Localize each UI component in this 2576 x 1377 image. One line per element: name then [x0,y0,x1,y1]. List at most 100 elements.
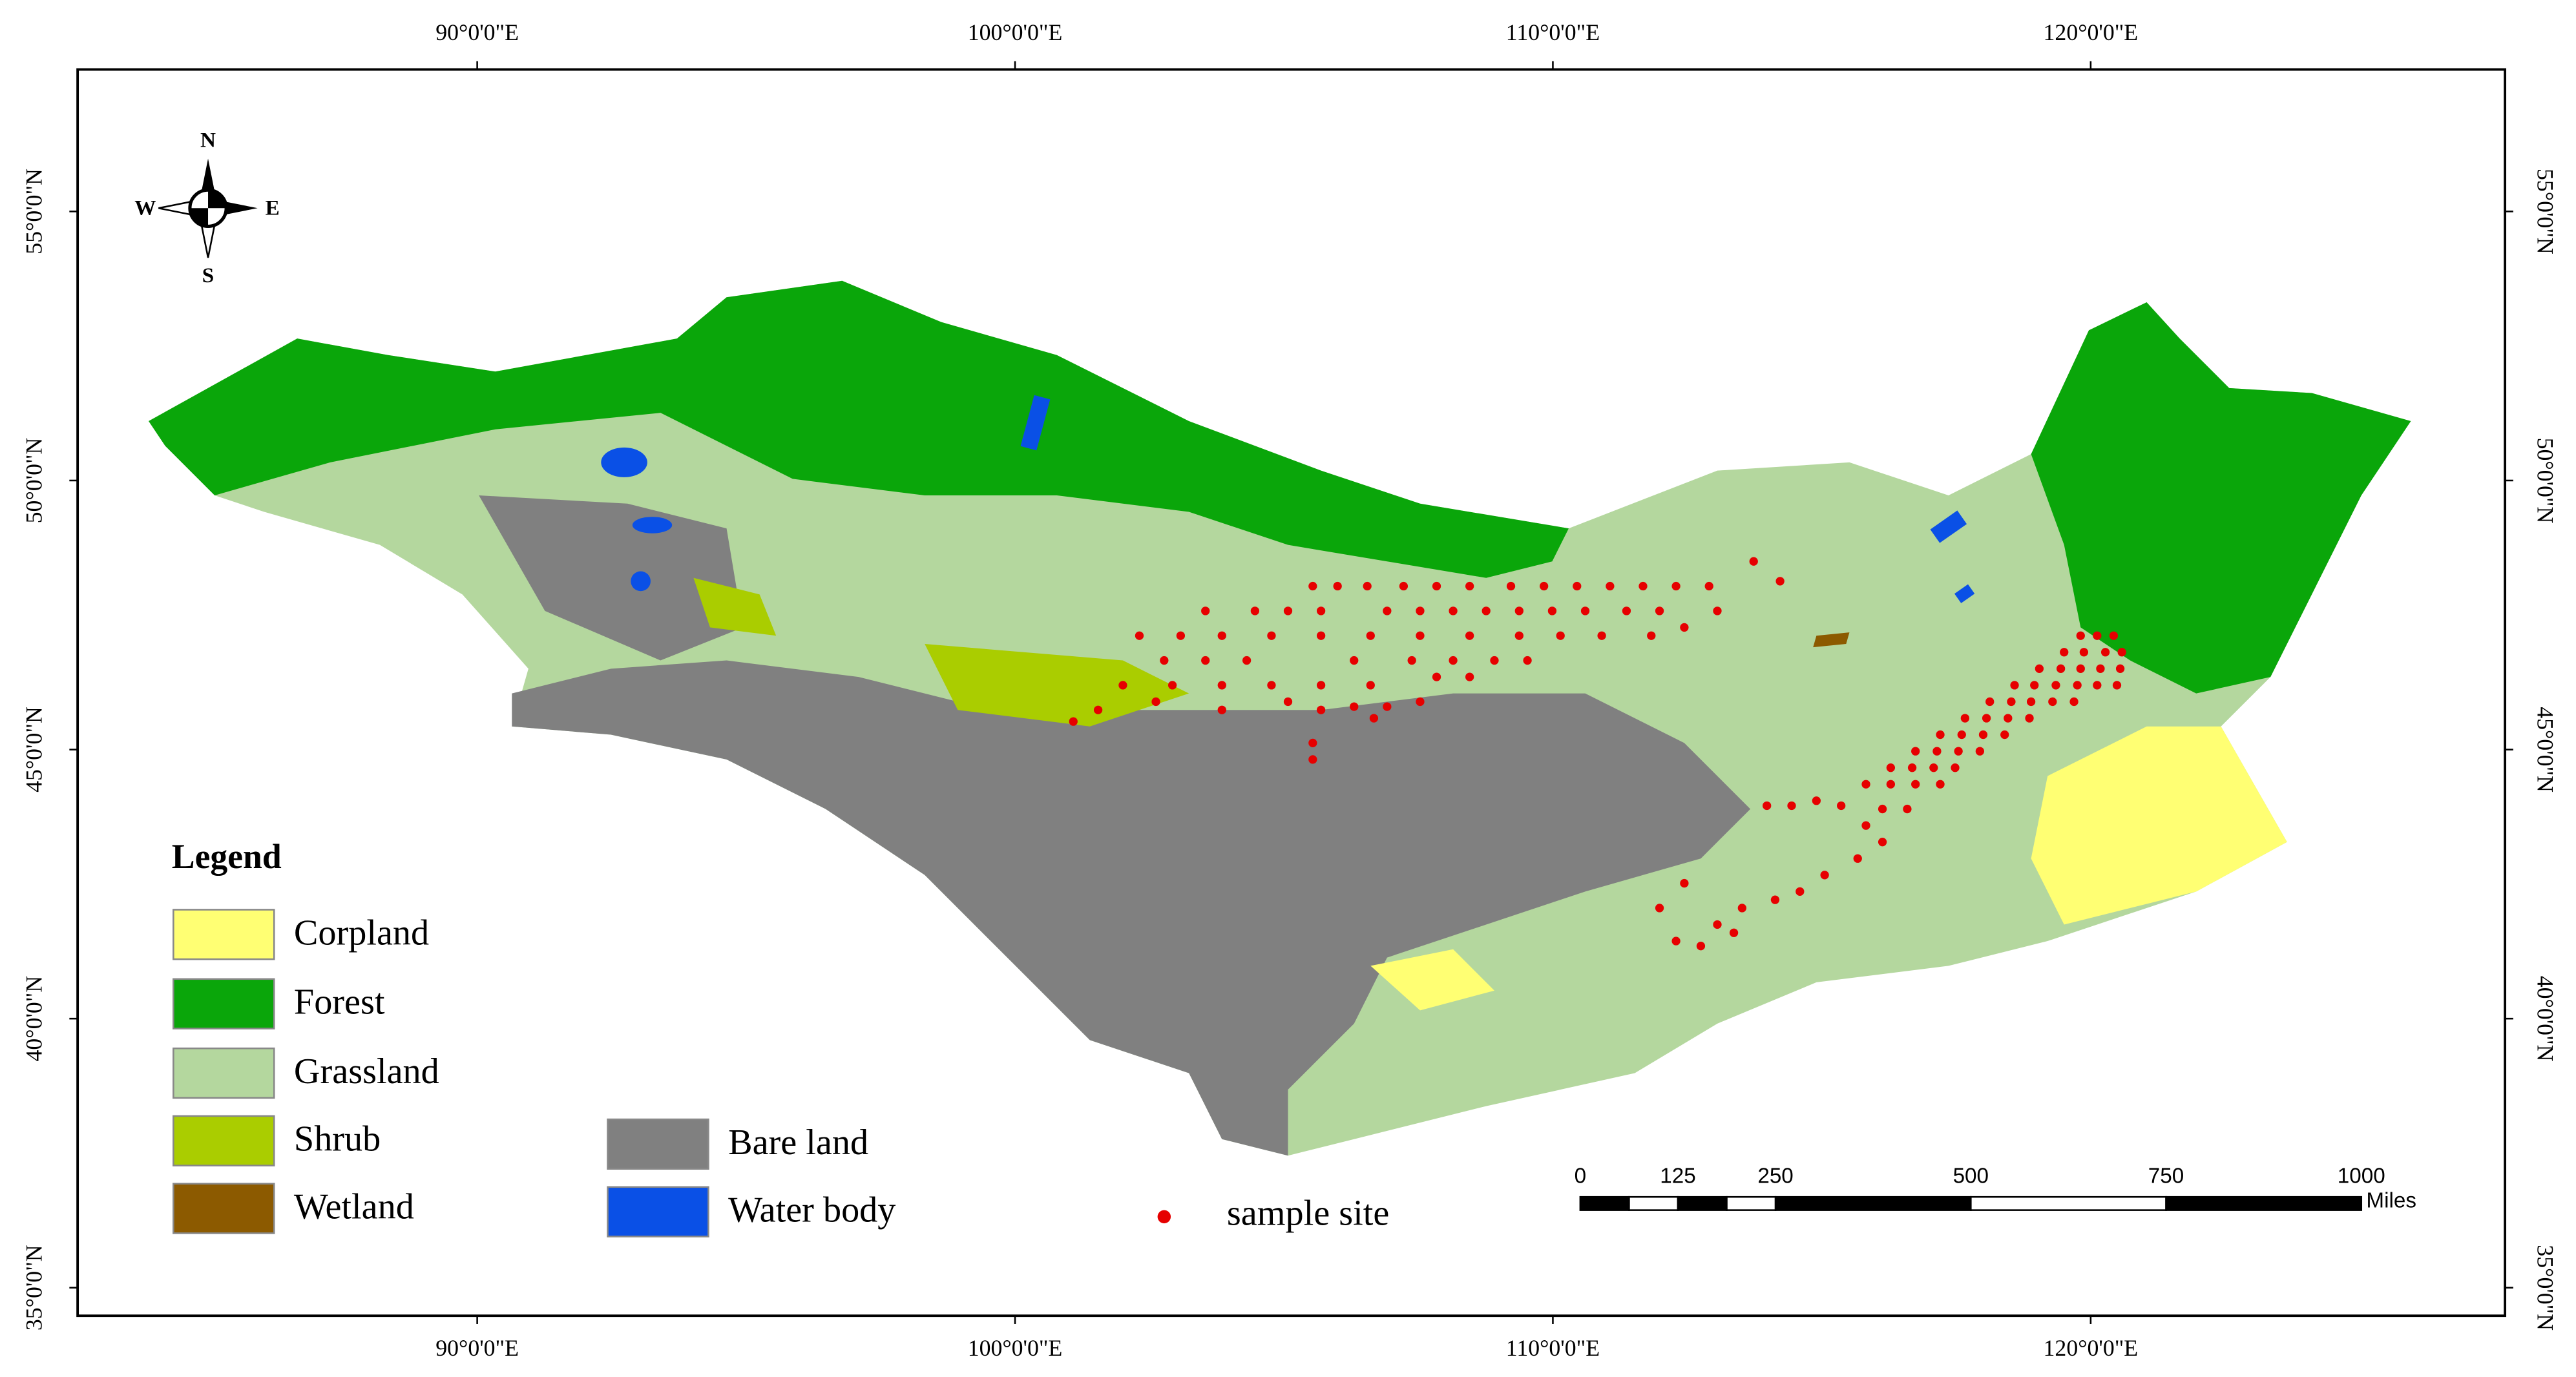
sample-site [1432,581,1441,591]
longitude-label: 90°0'0"E [435,19,519,45]
sample-site [1316,631,1326,640]
sample-site [1283,697,1293,707]
legend-label: Water body [728,1190,895,1230]
sample-site [1217,631,1226,640]
sample-site [1416,606,1425,616]
sample-site [1929,763,1938,772]
sample-site [1449,656,1458,665]
sample-site [1911,780,1920,789]
legend-swatch [173,1115,275,1166]
land-cover-patch [601,447,647,477]
sample-site [1316,705,1326,714]
sample-site [1580,606,1590,616]
sample-site [1267,681,1276,690]
sample-site [1886,780,1896,789]
sample-site [2079,648,2089,657]
scale-label: 750 [2148,1164,2184,1188]
sample-site [1960,714,1970,723]
sample-site [1775,577,1785,586]
sample-site [1547,606,1557,616]
land-cover-patch [479,495,744,661]
scale-label: 125 [1660,1164,1695,1188]
sample-site [1316,606,1326,616]
land-cover-patch [1020,395,1051,451]
sample-site [1333,581,1342,591]
sample-site [1217,681,1226,690]
sample-site [1671,937,1681,946]
sample-site [1168,681,1177,690]
land-cover-patch [1954,584,1975,603]
sample-site [1936,780,1945,789]
longitude-label: 100°0'0"E [968,1335,1063,1361]
land-cover-patch [2031,726,2287,925]
sample-site [1655,606,1664,616]
land-cover-patch [631,571,651,592]
sample-site [2117,648,2126,657]
sample-site [2035,664,2044,673]
longitude-label: 110°0'0"E [1506,19,1600,45]
latitude-label: 40°0'0"N [2533,976,2559,1062]
sample-site [1978,730,1988,740]
sample-site [1093,705,1103,714]
land-cover-patch [1930,510,1967,543]
latitude-label: 50°0'0"N [21,437,47,523]
sample-site [1597,631,1606,640]
sample-site [1432,672,1441,681]
latitude-label: 50°0'0"N [2533,438,2559,524]
sample-site [1837,801,1846,811]
sample-site [2100,648,2110,657]
sample-site [1449,606,1458,616]
sample-site [1622,606,1631,616]
sample-site [2073,681,2082,690]
land-cover-patch [512,660,1751,1156]
sample-site [1878,804,1887,814]
scale-label: 250 [1757,1164,1793,1188]
sample-site [1639,581,1648,591]
sample-sites [1069,557,2126,951]
sample-site [1737,904,1746,913]
sample-site [1383,702,1392,711]
sample-site [2056,664,2066,673]
scale-label: 0 [1575,1164,1586,1188]
legend-label: sample site [1227,1194,1389,1234]
sample-site [2076,664,2085,673]
sample-site [1308,738,1317,747]
sample-site [1886,763,1896,772]
scale-unit: Miles [2366,1189,2416,1213]
sample-site [2051,681,2060,690]
sample-site [1069,717,1078,726]
sample-site [1160,656,1169,665]
longitude-label: 120°0'0"E [2044,19,2139,45]
sample-site [1201,606,1210,616]
sample-site [1506,581,1516,591]
sample-site [1573,581,1582,591]
sample-site [2026,697,2036,707]
scale-segment [1726,1196,1777,1211]
sample-site [2093,681,2102,690]
legend-swatch [173,1047,275,1099]
land-cover-patch [1813,632,1850,648]
sample-site [2007,697,2016,707]
compass-s: S [202,264,214,287]
sample-site [1250,606,1260,616]
sample-site [1490,656,1499,665]
sample-site [1539,581,1549,591]
land-cover-patch [693,577,777,636]
sample-site [1853,854,1862,863]
sample-site [1151,697,1160,707]
sample-site [1713,606,1722,616]
sample-site [1556,631,1565,640]
sample-site [1911,747,1920,756]
sample-site [1936,730,1945,740]
land-cover-patch [632,517,673,533]
sample-site [2069,697,2079,707]
sample-site [1407,656,1416,665]
sample-site [1514,606,1524,616]
latitude-label: 40°0'0"N [21,976,47,1062]
legend-title: Legend [172,837,282,876]
sample-site [2096,664,2105,673]
sample-site [2025,714,2034,723]
sample-site [1907,763,1917,772]
sample-site [1135,631,1144,640]
